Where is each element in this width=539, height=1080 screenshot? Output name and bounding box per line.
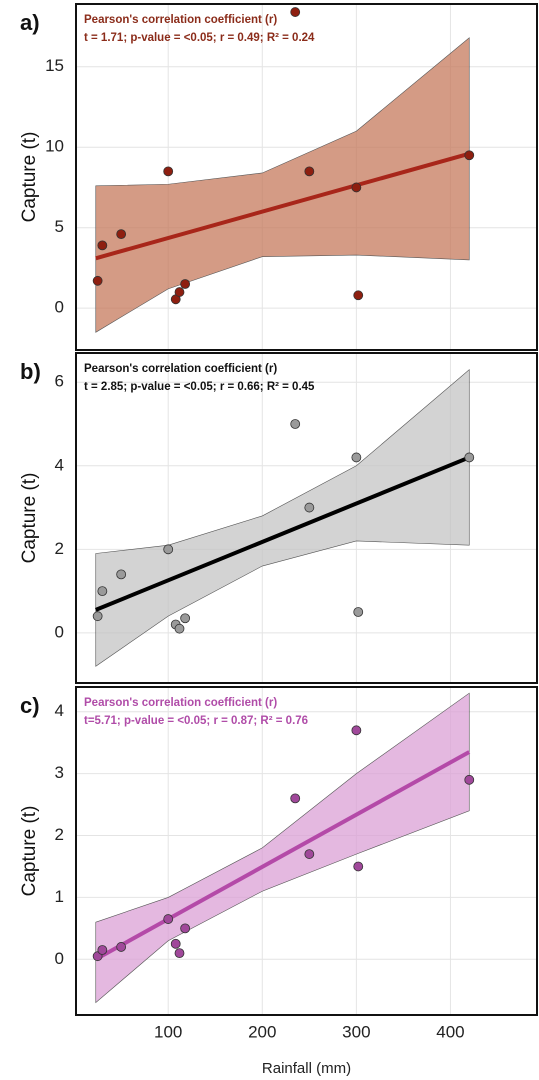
panel-frame <box>75 3 538 351</box>
data-point <box>464 774 475 785</box>
data-point <box>304 502 315 513</box>
panel-label: c) <box>20 693 40 718</box>
confidence-band <box>95 37 470 333</box>
y-tick-label: 2 <box>55 539 64 558</box>
data-point <box>92 611 103 622</box>
data-point <box>163 544 174 555</box>
y-tick-label: 15 <box>45 56 64 75</box>
data-point <box>290 793 301 804</box>
data-point <box>290 7 301 17</box>
data-point <box>351 182 362 193</box>
data-point <box>163 914 174 924</box>
data-point <box>97 586 108 597</box>
panel-label: b) <box>20 359 41 384</box>
data-point <box>353 861 364 872</box>
data-point <box>97 240 108 251</box>
y-tick-label: 0 <box>55 949 64 968</box>
x-tick-label: 300 <box>342 1022 370 1041</box>
stat-annotation: t = 1.71; p-value = <0.05; r = 0.49; R² … <box>84 32 315 44</box>
data-point <box>174 948 185 959</box>
y-tick-label: 2 <box>55 825 64 844</box>
y-tick-label: 4 <box>55 701 64 720</box>
y-tick-label: 4 <box>55 455 64 474</box>
data-point <box>174 287 185 297</box>
data-point <box>353 607 364 617</box>
data-point <box>116 569 127 580</box>
x-tick-label: 400 <box>436 1022 464 1041</box>
data-point <box>304 849 315 859</box>
y-tick-label: 10 <box>45 137 64 156</box>
y-axis-label: Capture (t) <box>19 806 40 897</box>
y-tick-label: 0 <box>55 622 64 641</box>
regression-line <box>94 750 471 962</box>
regression-line <box>95 151 470 261</box>
stat-annotation: Pearson's correlation coefficient (r) <box>84 14 277 26</box>
data-point <box>163 166 174 177</box>
stat-annotation: t = 2.85; p-value = <0.05; r = 0.66; R² … <box>84 381 315 393</box>
data-point <box>464 452 475 463</box>
data-point <box>464 150 475 161</box>
confidence-band <box>95 369 470 667</box>
data-point <box>170 938 181 949</box>
regression-line <box>95 455 471 612</box>
y-tick-label: 0 <box>55 298 64 317</box>
panel-frame <box>75 352 538 684</box>
x-axis-label: Rainfall (mm) <box>262 1060 351 1077</box>
panel-frame <box>75 686 538 1016</box>
data-point <box>180 279 191 289</box>
data-point <box>116 229 127 240</box>
data-point <box>180 923 191 934</box>
y-tick-label: 5 <box>55 217 64 236</box>
y-axis-label: Capture (t) <box>19 473 40 564</box>
data-point <box>97 945 108 955</box>
data-point <box>351 725 362 736</box>
stat-annotation: Pearson's correlation coefficient (r) <box>84 363 277 375</box>
stat-annotation: Pearson's correlation coefficient (r) <box>84 697 277 709</box>
data-point <box>180 613 191 624</box>
stat-annotation: t=5.71; p-value = <0.05; r = 0.87; R² = … <box>84 715 308 727</box>
panel-label: a) <box>20 10 40 35</box>
data-point <box>304 166 315 177</box>
y-tick-label: 3 <box>55 763 64 782</box>
y-tick-label: 1 <box>55 887 64 906</box>
data-point <box>353 290 364 301</box>
confidence-band <box>95 692 470 1004</box>
y-tick-label: 6 <box>55 372 64 391</box>
data-point <box>116 942 127 952</box>
data-point <box>92 275 103 286</box>
data-point <box>290 419 301 429</box>
x-tick-label: 100 <box>154 1022 182 1041</box>
data-point <box>351 452 362 463</box>
y-axis-label: Capture (t) <box>19 132 40 223</box>
x-tick-label: 200 <box>248 1022 276 1041</box>
data-point <box>174 623 185 634</box>
